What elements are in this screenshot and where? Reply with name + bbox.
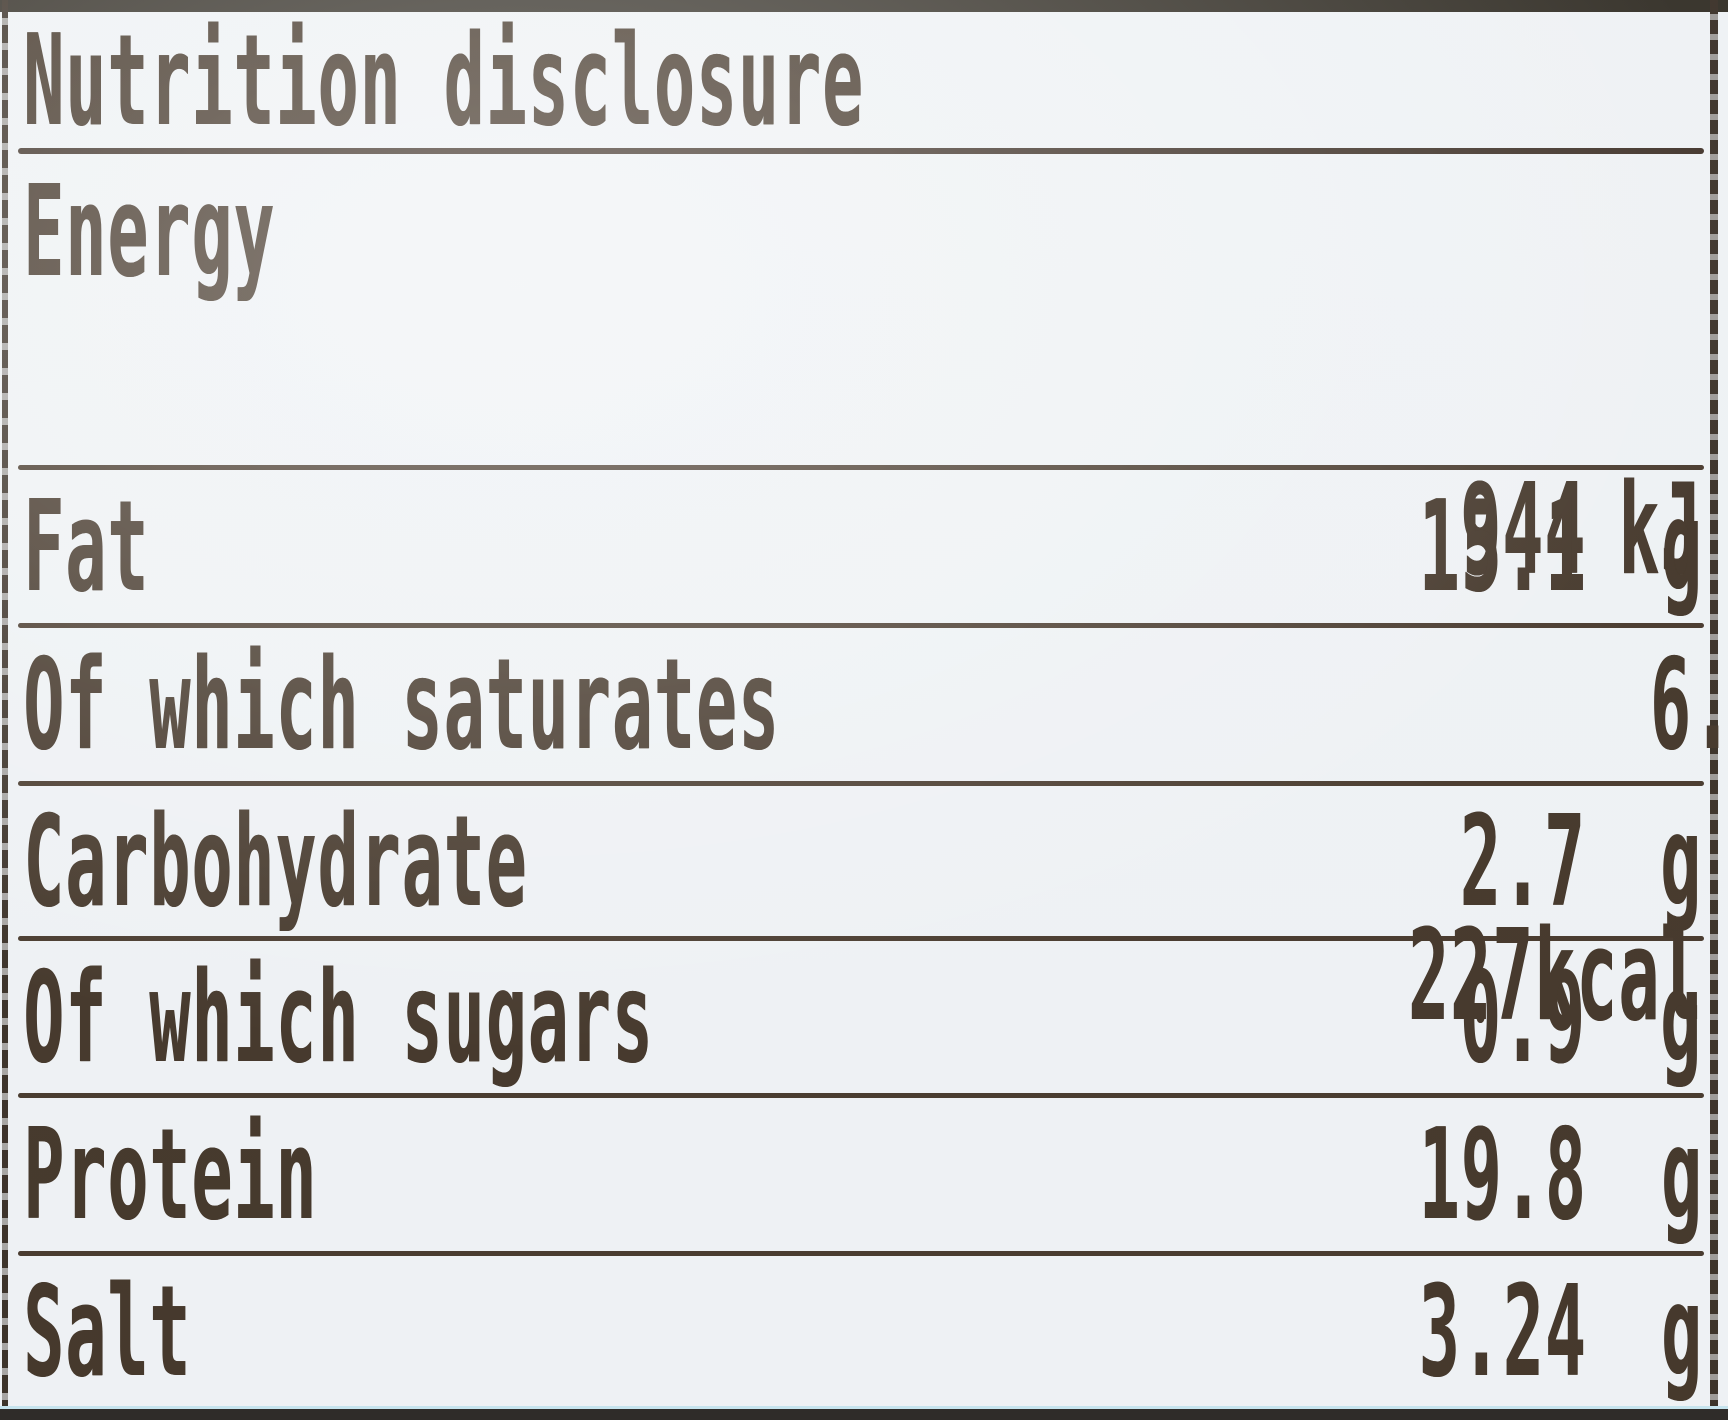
- row-value: 6.3g: [1650, 631, 1728, 778]
- label-top-border: [0, 0, 1728, 12]
- value-amount: 0.9: [1460, 943, 1587, 1091]
- header-row: Nutrition disclosure per 100g: [8, 7, 1710, 154]
- divider: [18, 623, 1704, 628]
- row-value: 19.8 g: [1418, 1101, 1710, 1248]
- row-protein: Protein 19.8 g: [8, 1098, 1710, 1251]
- row-value: 15.1 g: [1418, 473, 1710, 620]
- table-title: Nutrition disclosure: [23, 6, 864, 154]
- value-unit: g: [1660, 473, 1703, 620]
- row-label: Salt: [23, 1258, 192, 1405]
- row-energy: Energy 944 kJ 227 kcal: [8, 154, 1710, 1049]
- row-value: 0.9 g: [1460, 944, 1710, 1091]
- value-amount: 2.7: [1460, 787, 1587, 935]
- row-label: Energy: [23, 158, 276, 305]
- nutrition-table: Nutrition disclosure per 100g Energy 944…: [8, 7, 1728, 1407]
- row-label: Of which saturates: [23, 631, 780, 778]
- row-salt: Salt 3.24 g: [8, 1256, 1710, 1407]
- divider: [18, 936, 1704, 941]
- value-amount: 227: [1408, 902, 1535, 1049]
- label-left-border: [2, 0, 8, 1420]
- row-saturates: Of which saturates 6.3g: [8, 628, 1728, 781]
- row-value: 3.24 g: [1418, 1258, 1710, 1405]
- value-amount: 3.24: [1418, 1258, 1587, 1405]
- label-bottom-border: [0, 1406, 1728, 1420]
- row-values: 944 kJ 227 kcal: [1366, 154, 1710, 1346]
- value-unit: g: [1660, 787, 1703, 935]
- label-right-border: [1710, 0, 1718, 1420]
- bottom-accent-line: [0, 1406, 1728, 1409]
- value-unit: kcal: [1534, 902, 1703, 1049]
- value-amount: 19.8: [1418, 1101, 1587, 1248]
- row-sugars: Of which sugars 0.9 g: [8, 941, 1710, 1093]
- value-unit: g: [1660, 1258, 1703, 1405]
- value-unit: kJ: [1618, 456, 1703, 603]
- divider: [18, 1251, 1704, 1256]
- row-label: Protein: [23, 1101, 318, 1248]
- value-unit: g: [1660, 1101, 1703, 1248]
- row-label: Carbohydrate: [23, 787, 528, 935]
- row-label: Fat: [23, 473, 150, 620]
- row-carbohydrate: Carbohydrate 2.7 g: [8, 786, 1710, 936]
- divider: [18, 148, 1704, 154]
- divider: [18, 1093, 1704, 1098]
- value-unit: g: [1660, 943, 1703, 1091]
- energy-kcal-value: 227 kcal: [1366, 900, 1702, 1052]
- row-fat: Fat 15.1 g: [8, 470, 1710, 623]
- row-label: Of which sugars: [23, 943, 654, 1091]
- value-amount: 944: [1460, 456, 1587, 603]
- row-value: 2.7 g: [1460, 788, 1710, 935]
- value-amount: 15.1: [1418, 473, 1587, 620]
- value-amount: 6.3: [1650, 631, 1728, 778]
- divider: [18, 465, 1704, 470]
- divider: [18, 781, 1704, 786]
- energy-kj-value: 944 kJ: [1366, 454, 1702, 606]
- bottom-dark-band: [0, 1409, 1728, 1420]
